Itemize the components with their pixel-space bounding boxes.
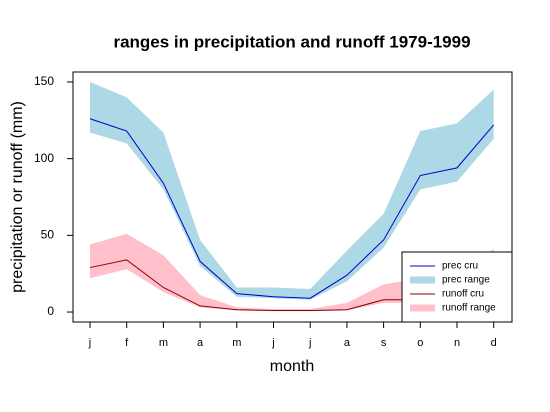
x-tick-label: j [88,337,91,349]
x-tick-label: a [197,337,204,349]
series-line [89,118,495,299]
x-axis-title: month [270,358,314,375]
range-band [90,81,494,300]
x-tick-label: j [308,337,311,349]
chart-title: ranges in precipitation and runoff 1979-… [113,32,470,51]
x-tick-label: m [232,337,241,349]
x-tick-label: j [271,337,274,349]
plot-frame [72,71,513,323]
x-tick-label: s [381,337,387,349]
legend-label: prec cru [442,261,478,272]
legend-label: runoff range [442,303,496,314]
x-tick-label: o [417,337,423,349]
x-tick-label: a [344,337,351,349]
y-tick-label: 50 [41,228,55,242]
x-tick-label: n [454,337,460,349]
y-axis-title: precipitation or runoff (mm) [9,101,26,293]
x-tick-label: f [125,337,129,349]
y-tick-label: 0 [47,304,54,318]
y-tick-label: 100 [34,151,54,165]
legend-label: runoff cru [442,289,484,300]
x-tick-label: d [491,337,497,349]
x-tick-label: m [159,337,168,349]
legend-label: prec range [442,275,490,286]
y-tick-label: 150 [34,74,54,88]
range-band [90,233,494,312]
